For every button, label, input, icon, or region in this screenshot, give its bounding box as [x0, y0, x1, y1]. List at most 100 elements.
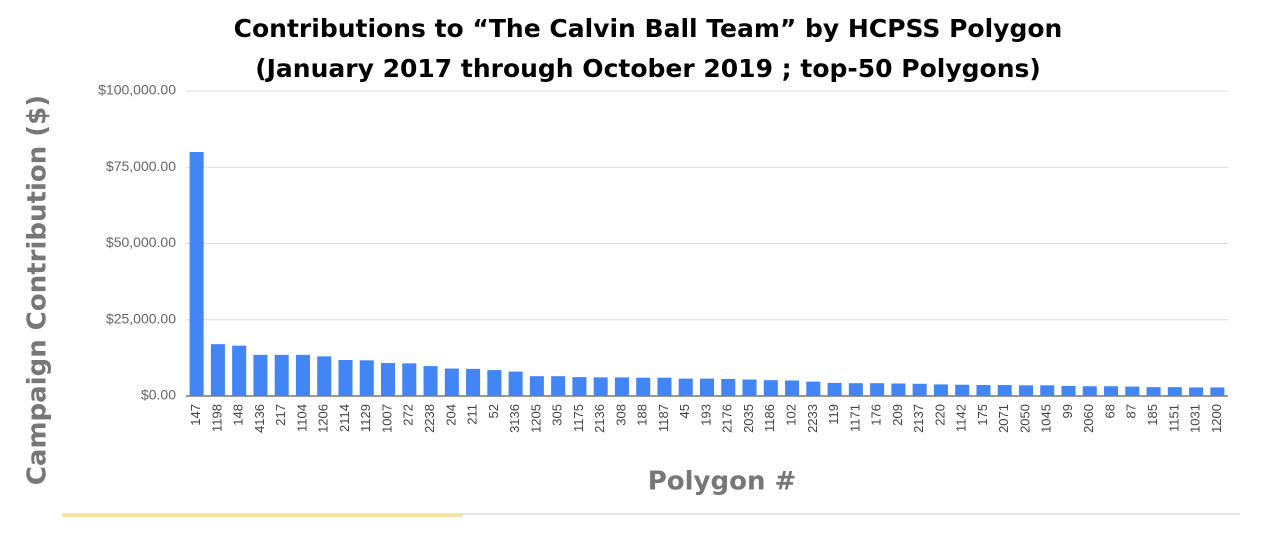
x-tick-label: 211 [465, 404, 480, 425]
x-tick-label: 2136 [592, 404, 607, 433]
x-tick-label: 1151 [1166, 404, 1181, 432]
y-axis-title: Campaign Contribution ($) [23, 95, 53, 485]
bar [551, 376, 566, 396]
bar [1125, 386, 1140, 396]
bar [785, 380, 800, 396]
bar [955, 384, 970, 396]
x-tick-label: 185 [1145, 404, 1160, 426]
y-tick-label: $75,000.00 [106, 158, 176, 174]
y-tick-label: $0.00 [141, 387, 176, 403]
x-tick-label: 87 [1124, 404, 1139, 418]
x-tick-label: 3136 [507, 404, 522, 433]
bar [933, 384, 948, 396]
bar [870, 383, 885, 396]
bar [699, 378, 715, 396]
bar [614, 377, 629, 396]
y-tick-label: $50,000.00 [106, 234, 176, 250]
x-tick-label: 102 [783, 404, 798, 426]
bar [657, 377, 672, 396]
bar [1189, 387, 1204, 396]
bar [721, 378, 736, 396]
x-tick-label: 99 [1060, 404, 1075, 418]
bar [487, 370, 502, 396]
bar [1167, 387, 1182, 396]
bar [317, 356, 332, 396]
x-tick-label: 1198 [209, 404, 224, 432]
x-tick-label: 1045 [1039, 404, 1054, 433]
x-tick-label: 68 [1102, 404, 1117, 418]
bar [1104, 386, 1119, 396]
x-tick-label: 175 [975, 404, 990, 426]
bar [976, 385, 991, 396]
bar [381, 363, 396, 396]
bar [529, 376, 544, 396]
bar [210, 344, 225, 396]
x-tick-label: 2114 [337, 404, 352, 432]
bar [1146, 387, 1161, 396]
bar [232, 345, 247, 396]
x-tick-label: 217 [273, 404, 288, 426]
x-tick-label: 176 [869, 404, 884, 426]
bar [189, 152, 204, 396]
bar [636, 377, 651, 396]
bar [274, 354, 289, 396]
x-tick-label: 52 [486, 404, 501, 418]
bar [1061, 385, 1076, 396]
x-tick-label: 1205 [528, 404, 543, 433]
x-tick-label: 1031 [1188, 404, 1203, 433]
bar [466, 368, 481, 396]
chart-subtitle: (January 2017 through October 2019 ; top… [255, 54, 1041, 83]
bar [295, 354, 310, 396]
x-tick-label: 2071 [996, 404, 1011, 433]
x-tick-label: 148 [231, 404, 246, 426]
scroll-indicator [62, 514, 462, 517]
x-tick-label: 1104 [294, 404, 309, 432]
x-tick-label: 308 [613, 404, 628, 426]
y-tick-label: $100,000.00 [98, 82, 176, 98]
x-tick-label: 147 [188, 404, 203, 426]
bar [1018, 385, 1033, 396]
bar [402, 363, 417, 396]
bar [912, 383, 927, 396]
bar [508, 371, 523, 396]
bar [1082, 386, 1097, 396]
bar [444, 368, 459, 396]
bar [423, 366, 438, 396]
bar [763, 380, 778, 396]
x-tick-label: 2060 [1081, 404, 1096, 433]
x-tick-label: 204 [443, 404, 458, 426]
x-tick-label: 1129 [358, 404, 373, 432]
y-tick-label: $25,000.00 [106, 310, 176, 326]
bar [997, 385, 1012, 396]
bar [359, 360, 374, 396]
bar [742, 379, 757, 396]
x-tick-label: 45 [677, 404, 692, 418]
x-tick-label: 193 [698, 404, 713, 426]
x-tick-label: 2137 [911, 404, 926, 433]
x-tick-label: 1187 [656, 404, 671, 432]
x-tick-label: 305 [550, 404, 565, 426]
bar [806, 381, 821, 396]
chart-title: Contributions to “The Calvin Ball Team” … [234, 14, 1063, 43]
x-tick-label: 1175 [571, 404, 586, 432]
x-axis-title: Polygon # [648, 467, 797, 497]
bar [891, 383, 906, 396]
x-tick-label: 119 [826, 404, 841, 425]
x-tick-label: 2238 [422, 404, 437, 433]
x-tick-label: 209 [890, 404, 905, 426]
bar [678, 378, 693, 396]
x-tick-label: 2035 [741, 404, 756, 433]
bar [572, 377, 587, 396]
bar [827, 382, 842, 396]
x-tick-label: 4136 [252, 404, 267, 433]
x-tick-label: 1200 [1209, 404, 1224, 433]
x-tick-label: 2050 [1017, 404, 1032, 433]
x-tick-label: 272 [401, 404, 416, 426]
bar [848, 383, 863, 396]
x-tick-label: 188 [635, 404, 650, 426]
x-tick-label: 1171 [847, 404, 862, 432]
x-tick-label: 1142 [954, 404, 969, 432]
bar [1040, 385, 1055, 396]
x-tick-label: 1007 [379, 404, 394, 433]
